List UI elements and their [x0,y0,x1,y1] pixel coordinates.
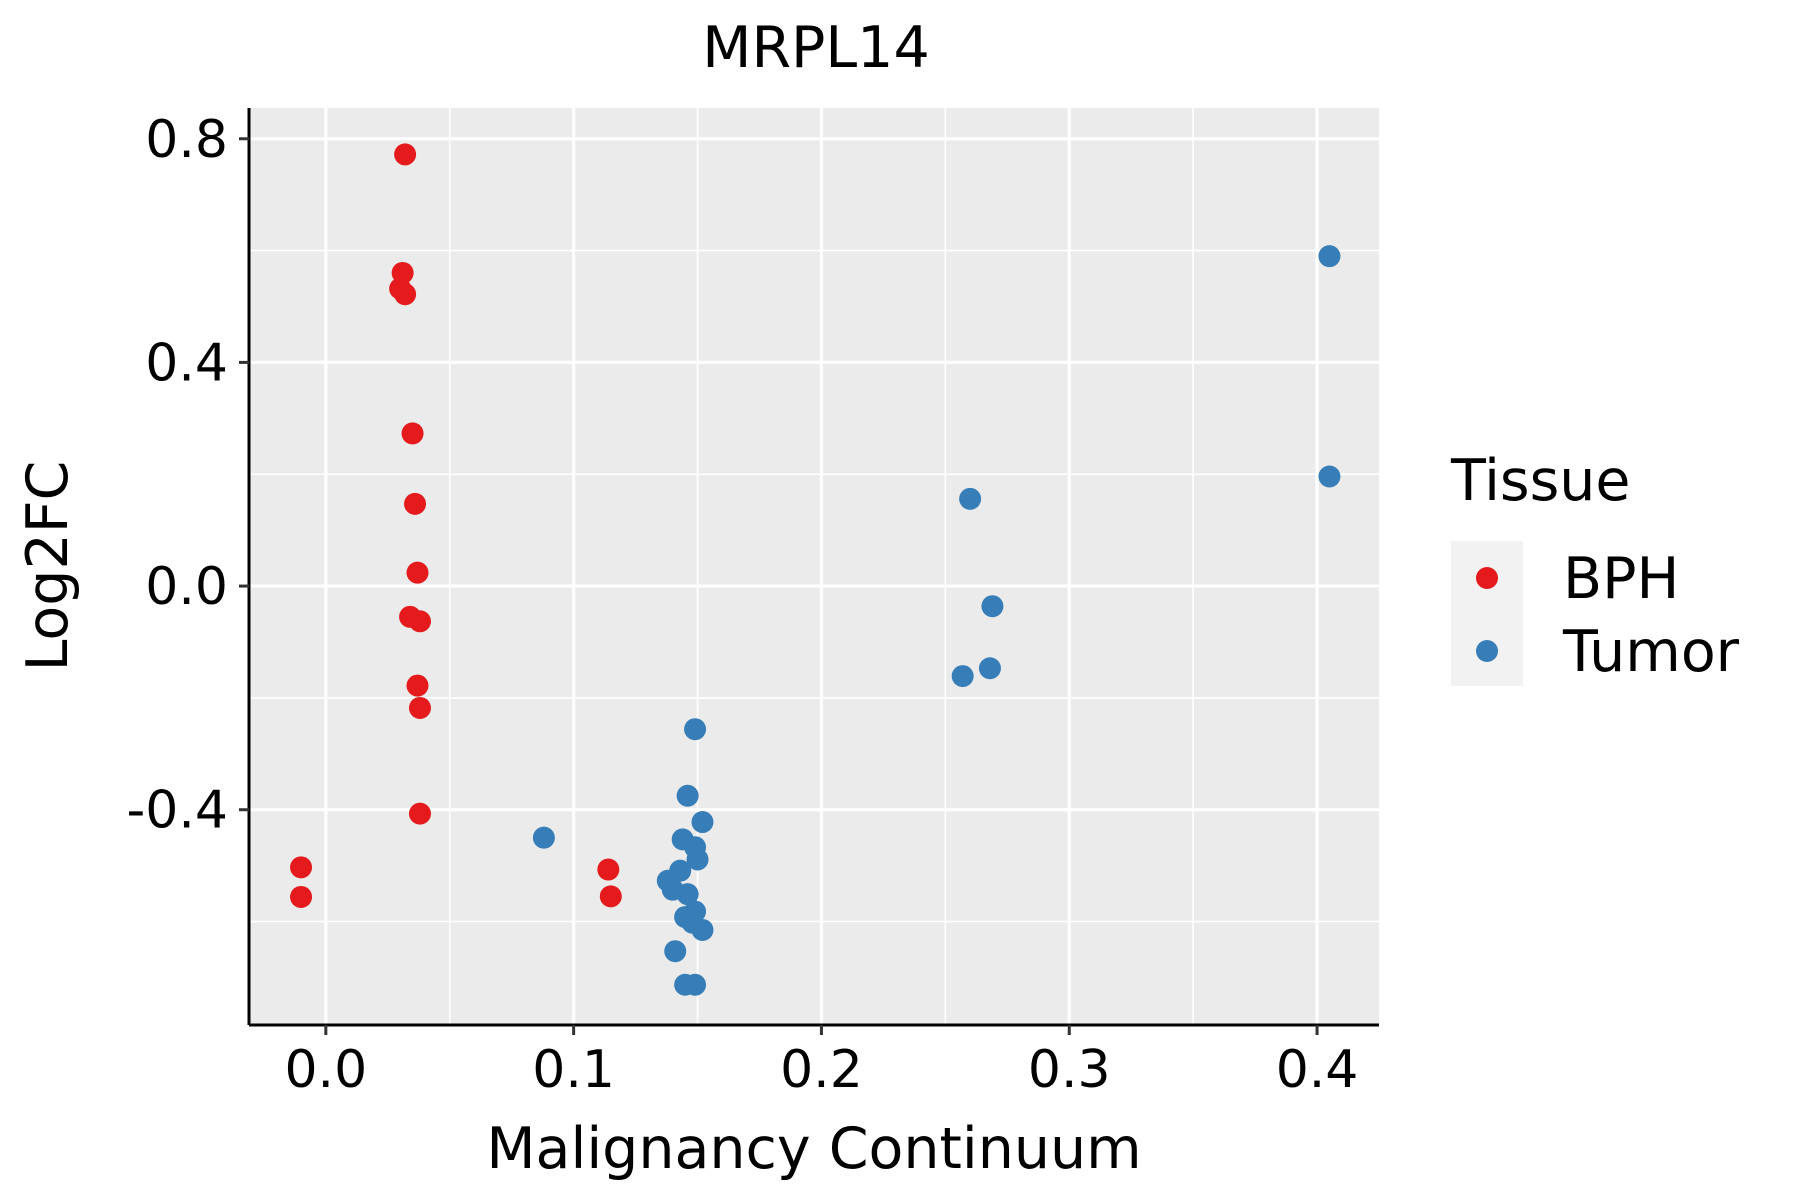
point-bph [290,885,313,908]
point-bph [401,422,424,445]
legend: Tissue BPH Tumor [1450,448,1740,686]
legend-key-tumor [1476,640,1498,662]
y-tick-label: -0.4 [127,781,228,841]
point-tumor [1318,465,1341,488]
x-tick-label: 0.4 [1276,1040,1359,1100]
point-bph [406,561,429,584]
point-tumor [978,657,1001,680]
y-tick-label: 0.8 [145,110,228,170]
point-bph [408,802,431,825]
x-tick-label: 0.0 [284,1040,367,1100]
point-bph [406,674,429,697]
x-tick-label: 0.1 [532,1040,615,1100]
point-tumor [684,718,707,741]
data-points [290,143,1341,996]
point-bph [394,283,417,306]
point-bph [408,696,431,719]
x-tick-label: 0.2 [780,1040,863,1100]
point-tumor [684,973,707,996]
minor-gridlines [249,108,1379,1025]
point-tumor [691,918,714,941]
point-tumor [676,883,699,906]
legend-label-tumor: Tumor [1562,619,1740,685]
point-bph [394,143,417,166]
point-bph [404,492,427,515]
point-tumor [676,784,699,807]
point-tumor [959,487,982,510]
point-tumor [532,826,555,849]
point-tumor [664,940,687,963]
point-tumor [686,848,709,871]
point-tumor [981,595,1004,618]
y-tick-label: 0.4 [145,333,228,393]
point-bph [599,885,622,908]
legend-key-bph [1476,567,1498,589]
y-tick-label: 0.0 [145,557,228,617]
point-bph [290,856,313,879]
point-tumor [951,665,974,688]
point-bph [597,858,620,881]
major-gridlines [249,108,1379,1025]
legend-title: Tissue [1450,448,1631,514]
point-tumor [691,811,714,834]
y-axis-ticks: -0.4 0.0 0.4 0.8 [127,110,249,841]
x-tick-label: 0.3 [1028,1040,1111,1100]
x-axis-ticks: 0.0 0.1 0.2 0.3 0.4 [284,1025,1358,1100]
legend-items: BPH Tumor [1476,546,1740,685]
point-bph [408,610,431,633]
point-tumor [1318,245,1341,268]
chart-title: MRPL14 [702,15,929,81]
y-axis-title: Log2FC [15,461,81,672]
legend-key-background [1451,541,1523,686]
plot-panel [249,108,1379,1025]
legend-label-bph: BPH [1563,546,1679,612]
x-axis-title: Malignancy Continuum [486,1116,1141,1182]
